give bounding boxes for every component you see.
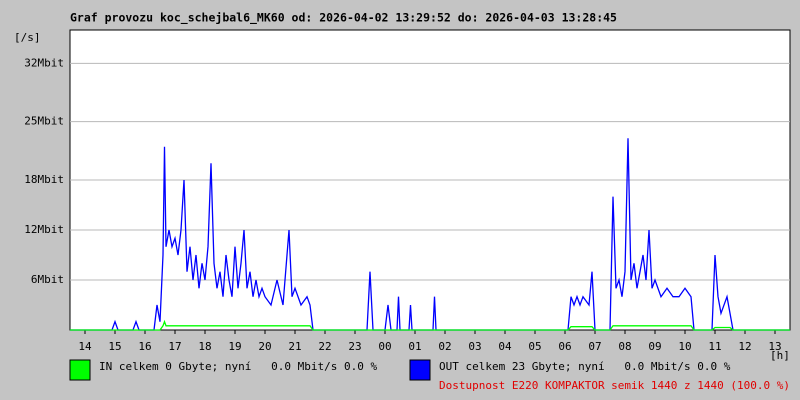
x-tick-label: 19: [228, 340, 241, 353]
x-tick-label: 07: [588, 340, 601, 353]
x-unit: [h]: [770, 349, 790, 362]
legend-swatch: [409, 359, 431, 381]
x-tick-label: 01: [408, 340, 421, 353]
x-tick-label: 16: [138, 340, 151, 353]
x-tick-label: 00: [378, 340, 391, 353]
x-tick-label: 04: [498, 340, 512, 353]
x-tick-label: 09: [648, 340, 661, 353]
x-tick-label: 12: [738, 340, 751, 353]
series-line: [70, 319, 790, 331]
x-tick-label: 20: [258, 340, 271, 353]
x-tick-label: 10: [678, 340, 691, 353]
annotation: Dostupnost E220 KOMPAKTOR semik 1440 z 1…: [439, 379, 790, 392]
x-tick-label: 18: [198, 340, 211, 353]
x-tick-label: 14: [78, 340, 92, 353]
legend-label: IN celkem 0 Gbyte; nyní 0.0 Mbit/s 0.0 %: [99, 360, 378, 373]
x-tick-label: 05: [528, 340, 541, 353]
legend-label: OUT celkem 23 Gbyte; nyní 0.0 Mbit/s 0.0…: [439, 360, 731, 373]
y-tick-label: 18Mbit: [24, 173, 64, 186]
x-tick-label: 06: [558, 340, 571, 353]
legend-swatch: [69, 359, 91, 381]
x-tick-label: 02: [438, 340, 451, 353]
x-tick-label: 15: [108, 340, 121, 353]
y-unit: [/s]: [14, 31, 41, 44]
x-tick-label: 17: [168, 340, 181, 353]
x-tick-label: 13: [768, 340, 781, 353]
x-tick-label: 08: [618, 340, 631, 353]
chart-title: Graf provozu koc_schejbal6_MK60 od: 2026…: [70, 11, 617, 26]
x-tick-label: 21: [288, 340, 301, 353]
y-tick-label: 32Mbit: [24, 56, 64, 69]
x-tick-label: 23: [348, 340, 361, 353]
x-tick-label: 03: [468, 340, 481, 353]
x-tick-label: 22: [318, 340, 331, 353]
y-tick-label: 12Mbit: [24, 223, 64, 236]
y-tick-label: 6Mbit: [31, 273, 64, 286]
x-tick-label: 11: [708, 340, 721, 353]
y-tick-label: 25Mbit: [24, 115, 64, 128]
